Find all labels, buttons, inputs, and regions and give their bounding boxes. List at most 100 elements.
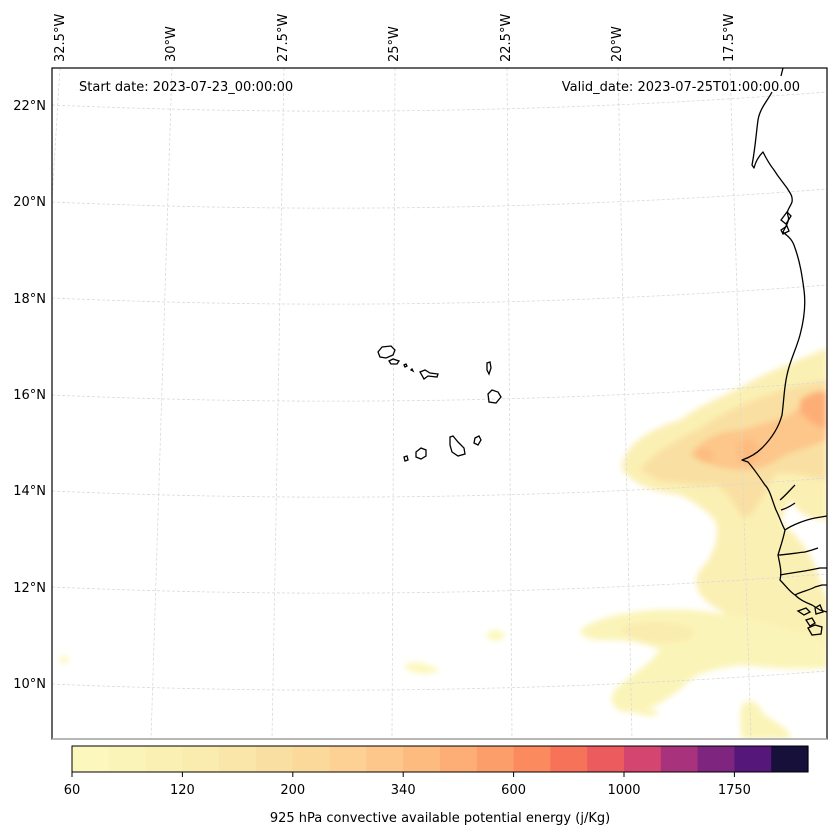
cape-verde-islands <box>377 345 502 462</box>
bijagos-island-3 <box>804 617 816 627</box>
colorbar-tick-label: 1000 <box>607 783 640 798</box>
bijagos-island-1 <box>796 607 812 616</box>
island-sal <box>486 361 492 376</box>
arguin-island-1 <box>780 211 792 225</box>
island-santo-antao <box>377 345 396 359</box>
gridline-lon-32.5 <box>52 68 61 201</box>
colorbar-segment <box>771 746 809 772</box>
bijagos-island-2 <box>814 604 824 615</box>
island-sao-nicolau <box>419 369 439 380</box>
field-region-south-blob <box>636 709 660 716</box>
longitude-labels: 32.5°W 30°W 27.5°W 25°W 22.5°W 20°W 17.5°W <box>53 14 737 62</box>
field-region-plume-core <box>690 395 827 470</box>
colorbar-segment <box>550 746 588 772</box>
field-region-central-islet <box>486 630 505 641</box>
arguin-island-2 <box>780 225 790 235</box>
map-area: Start date: 2023-07-23_00:00:00 Valid_da… <box>52 68 827 739</box>
latitude-labels: 22°N 20°N 18°N 16°N 14°N 12°N 10°N <box>13 99 46 692</box>
island-brava <box>403 455 409 462</box>
island-fogo <box>415 447 427 460</box>
latitude-label: 12°N <box>13 581 46 596</box>
latitude-label: 16°N <box>13 388 46 403</box>
colorbar-tick-label: 340 <box>391 783 416 798</box>
field-region-central-patch <box>404 662 440 674</box>
colorbar-segment <box>587 746 625 772</box>
colorbar-segment <box>697 746 735 772</box>
gridline-lat-14 <box>52 477 827 498</box>
colorbar-tick-label: 60 <box>64 783 81 798</box>
valid-date-annotation: Valid_date: 2023-07-25T01:00:00.00 <box>562 80 800 95</box>
colorbar-ticks: 60 120 200 340 600 1000 1750 <box>64 772 751 798</box>
island-boa-vista <box>487 389 502 404</box>
colorbar-segment <box>734 746 772 772</box>
coastline-mauritania-senegal <box>741 68 827 613</box>
colorbar-tick-label: 600 <box>501 783 526 798</box>
field-region-southwest-inner <box>620 622 694 643</box>
field-region-west-patch <box>58 656 70 663</box>
field-region-south-lobe <box>740 700 790 739</box>
longitude-label: 20°W <box>610 26 625 62</box>
colorbar-segment <box>108 746 147 772</box>
colorbar-segment <box>660 746 699 772</box>
colorbar-segment <box>329 746 367 772</box>
colorbar-segment <box>182 746 220 772</box>
gridline-lon-20 <box>617 68 633 739</box>
gridline-lon-30 <box>150 68 173 739</box>
coastline-guinea-bissau <box>794 584 827 596</box>
latitude-label: 10°N <box>13 677 46 692</box>
colorbar-tick-label: 1750 <box>718 783 751 798</box>
gridline-lat-12 <box>52 573 827 594</box>
coastline-gambia-estuary <box>779 484 827 531</box>
cape-field <box>58 348 827 739</box>
colorbar-segment <box>72 746 110 772</box>
gridline-lat-10 <box>52 670 827 691</box>
longitude-label: 32.5°W <box>53 14 68 62</box>
colorbar-segment <box>256 746 294 772</box>
longitude-label: 17.5°W <box>722 14 737 62</box>
gridline-lat-20 <box>52 188 827 209</box>
field-region-mauritania-core <box>800 391 827 428</box>
colorbar: 60 120 200 340 600 1000 1750 925 hPa convectiv… <box>64 745 809 826</box>
island-santiago <box>449 435 466 457</box>
colorbar-label: 925 hPa convective available potential e… <box>270 811 610 826</box>
island-sao-vicente <box>388 358 401 365</box>
gridline-lon-27.5 <box>271 68 285 739</box>
start-date-annotation: Start date: 2023-07-23_00:00:00 <box>79 80 293 95</box>
latitude-label: 14°N <box>13 484 46 499</box>
colorbar-segment <box>513 746 551 772</box>
colorbar-segment <box>476 746 515 772</box>
colorbar-segment <box>366 746 404 772</box>
field-region-plume-west-core <box>695 448 713 463</box>
coastline-casamance <box>777 547 827 576</box>
gridline-lat-16 <box>52 381 827 402</box>
gridline-lat-18 <box>52 284 827 305</box>
longitude-label: 30°W <box>164 26 179 62</box>
colorbar-segment <box>624 746 662 772</box>
longitude-label: 25°W <box>387 26 402 62</box>
gridline-lon-17.5 <box>729 68 752 739</box>
gridlines <box>52 68 827 739</box>
gridline-lat-22 <box>52 91 827 112</box>
latitude-label: 20°N <box>13 195 46 210</box>
longitude-label: 22.5°W <box>499 14 514 62</box>
colorbar-segments <box>72 746 809 772</box>
colorbar-segment <box>145 746 183 772</box>
colorbar-segment <box>403 746 441 772</box>
colorbar-segment <box>292 746 331 772</box>
gridline-lon-25 <box>391 68 396 739</box>
bijagos-island-4 <box>807 624 823 636</box>
gridline-lon-22.5 <box>506 68 513 739</box>
island-raso <box>409 367 415 373</box>
colorbar-segment <box>440 746 478 772</box>
field-region-cape-core <box>738 439 760 465</box>
colorbar-tick-label: 120 <box>170 783 195 798</box>
island-maio <box>473 435 482 446</box>
latitude-label: 18°N <box>13 292 46 307</box>
colorbar-segment <box>219 746 257 772</box>
longitude-label: 27.5°W <box>276 14 291 62</box>
colorbar-frame <box>71 745 809 773</box>
coastline <box>741 68 827 636</box>
island-santa-luzia <box>403 363 408 368</box>
colorbar-tick-label: 200 <box>280 783 305 798</box>
